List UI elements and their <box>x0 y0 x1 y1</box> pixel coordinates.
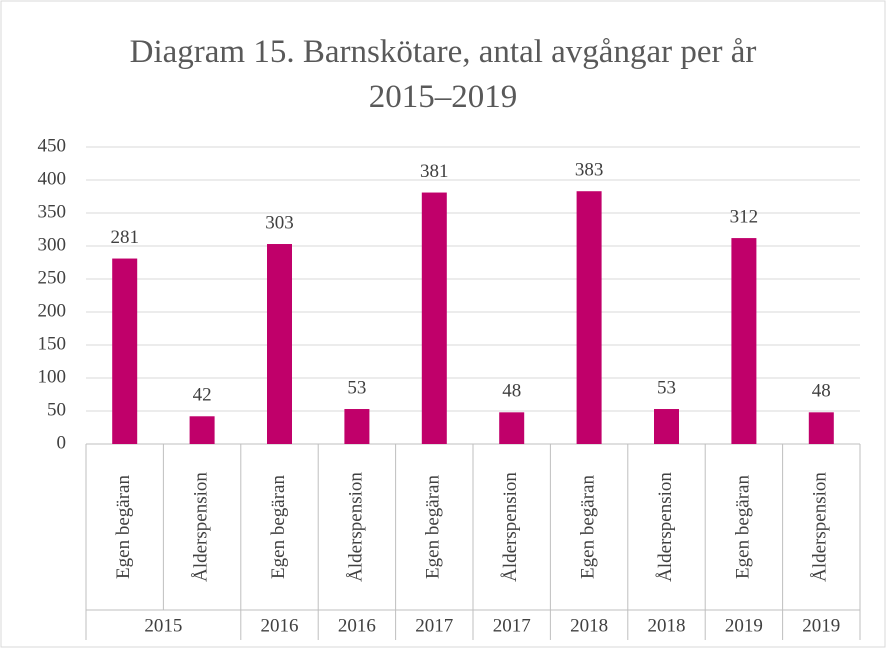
data-label: 48 <box>502 381 521 402</box>
x-tick-label: Ålderspension <box>655 472 676 582</box>
y-tick-label: 150 <box>38 333 67 354</box>
y-tick-label: 200 <box>38 300 67 321</box>
y-tick-label: 0 <box>57 432 67 453</box>
y-tick-label: 100 <box>38 366 67 387</box>
x-tick-label: Ålderspension <box>345 472 366 582</box>
chart-title: Diagram 15. Barnskötare, antal avgångar … <box>129 34 757 115</box>
x-tick-label: Ålderspension <box>500 472 521 582</box>
y-tick-label: 300 <box>38 234 67 255</box>
bar <box>654 409 679 444</box>
data-label: 303 <box>265 212 294 233</box>
bar <box>808 412 834 444</box>
x-tick-label: Ålderspension <box>810 472 831 582</box>
x-tick-label: Egen begäran <box>268 475 289 579</box>
y-tick-label: 350 <box>38 201 67 222</box>
data-label: 48 <box>812 381 831 402</box>
group-label: 2016 <box>338 615 376 636</box>
bar <box>344 409 370 444</box>
group-label: 2019 <box>725 615 763 636</box>
group-label: 2018 <box>648 615 686 636</box>
bar <box>421 192 447 444</box>
data-label: 383 <box>575 160 604 181</box>
group-label: 2017 <box>415 615 453 636</box>
y-tick-label: 250 <box>38 267 67 288</box>
x-tick-label: Ålderspension <box>190 472 211 582</box>
group-label: 2017 <box>493 615 531 636</box>
y-tick-label: 400 <box>38 168 67 189</box>
y-tick-label: 450 <box>38 135 67 156</box>
x-tick-label: Egen begäran <box>732 475 753 579</box>
data-label: 53 <box>657 377 676 398</box>
x-tick-label: Egen begäran <box>423 475 444 579</box>
bar <box>499 412 525 444</box>
data-label: 42 <box>193 385 212 406</box>
data-label: 312 <box>730 206 759 227</box>
x-tick-label: Egen begäran <box>113 475 134 579</box>
bar <box>731 238 757 444</box>
bar <box>267 244 292 444</box>
x-tick-label: Egen begäran <box>577 475 598 579</box>
y-tick-label: 50 <box>47 399 66 420</box>
group-label: 2016 <box>261 615 299 636</box>
data-label: 381 <box>420 161 449 182</box>
bar <box>189 416 215 444</box>
bar <box>112 258 138 444</box>
group-label: 2015 <box>144 615 182 636</box>
data-label: 53 <box>347 377 366 398</box>
data-label: 281 <box>110 227 139 248</box>
bar <box>576 191 602 444</box>
group-label: 2018 <box>570 615 608 636</box>
group-label: 2019 <box>802 615 840 636</box>
